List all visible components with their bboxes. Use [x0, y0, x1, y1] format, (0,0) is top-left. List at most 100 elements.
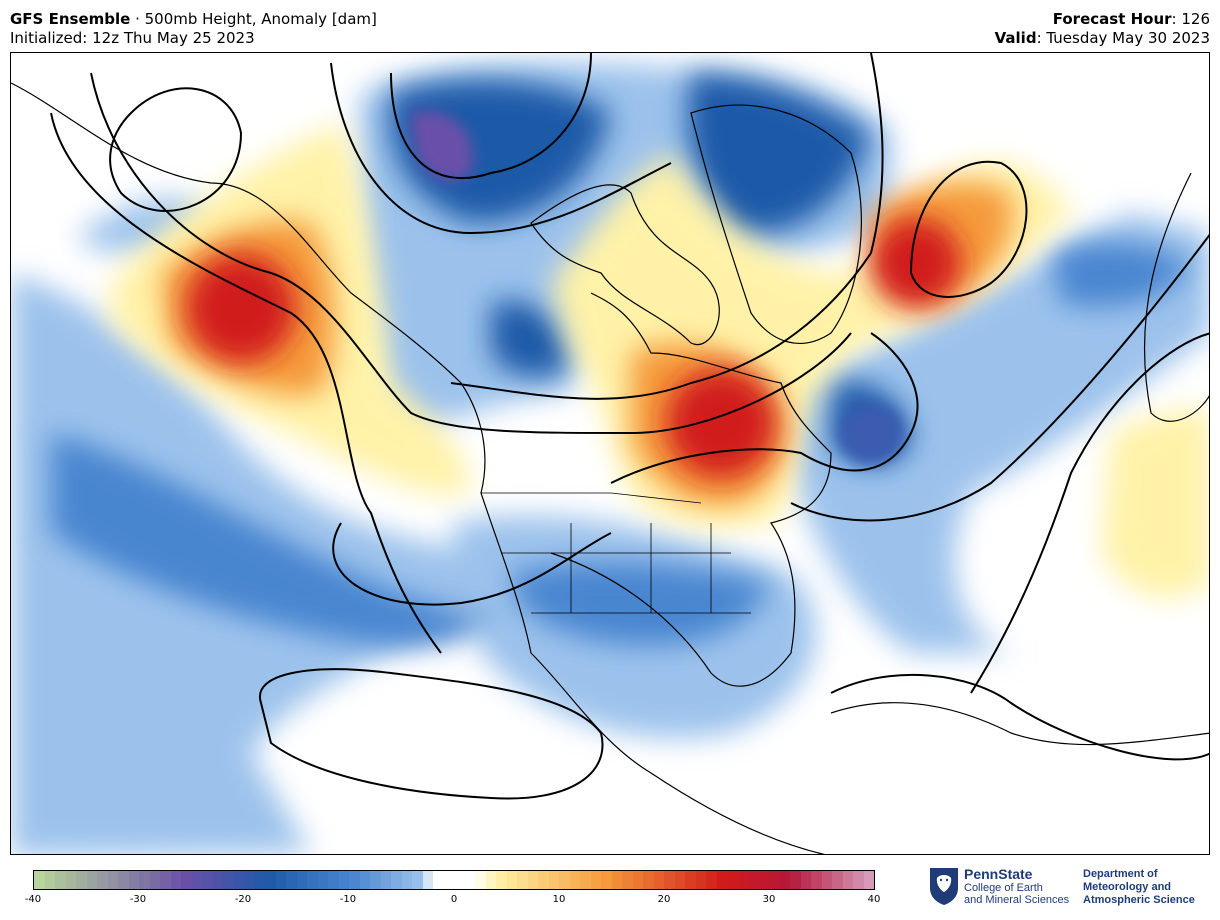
colorbar-swatch: [338, 871, 349, 889]
contour-arctic-2: [330, 62, 672, 235]
colorbar-swatch: [506, 871, 517, 889]
logo-college-line2: and Mineral Sciences: [964, 894, 1070, 906]
purple-core: [411, 111, 473, 181]
colorbar-swatch: [601, 871, 612, 889]
colorbar-swatch: [370, 871, 381, 889]
colorbar-swatch: [244, 871, 255, 889]
colorbar-swatch: [527, 871, 538, 889]
colorbar-swatch: [779, 871, 790, 889]
colorbar-swatch: [496, 871, 507, 889]
colorbar-swatch: [695, 871, 706, 889]
initialized-label: Initialized:: [10, 29, 88, 47]
product-name: 500mb Height, Anomaly [dam]: [144, 10, 377, 28]
colorbar-swatch: [422, 871, 433, 889]
colorbar-swatch: [674, 871, 685, 889]
colorbar-swatch: [349, 871, 360, 889]
colorbar-swatch: [97, 871, 108, 889]
north-american-interior-coast: [550, 292, 832, 687]
colorbar-swatch: [653, 871, 664, 889]
logo-college-line1: College of Earth: [964, 882, 1043, 894]
contour-west-2: [90, 72, 852, 435]
valid-line: Valid: Tuesday May 30 2023: [994, 29, 1210, 47]
valid-value: Tuesday May 30 2023: [1046, 29, 1210, 47]
colorbar-tick: 30: [762, 894, 776, 905]
state-borders: [481, 492, 751, 614]
colorbar-swatch: [307, 871, 318, 889]
colorbar-tick: 40: [867, 894, 881, 905]
colorbar-swatch: [65, 871, 76, 889]
colorbar-swatch: [433, 871, 444, 889]
colorbar-swatch: [611, 871, 622, 889]
colorbar-swatch: [559, 871, 570, 889]
colorbar-swatch: [34, 871, 45, 889]
colorbar-swatch: [832, 871, 843, 889]
colorbar-swatch: [391, 871, 402, 889]
forecast-hour-line: Forecast Hour: 126: [1052, 10, 1210, 28]
positive-anomaly-peak: [186, 218, 961, 478]
colorbar-swatch: [769, 871, 780, 889]
colorbar-tick: 0: [450, 894, 458, 905]
anomaly-map: [11, 53, 1209, 854]
colorbar-swatch: [548, 871, 559, 889]
colorbar-swatch: [664, 871, 675, 889]
colorbar-tick: 10: [552, 894, 566, 905]
colorbar-swatch: [76, 871, 87, 889]
colorbar-swatch: [380, 871, 391, 889]
colorbar-swatch: [44, 871, 55, 889]
anomaly-shading: [11, 62, 1209, 854]
colorbar-swatch: [727, 871, 738, 889]
colorbar-swatch: [254, 871, 265, 889]
colorbar-swatch: [191, 871, 202, 889]
colorbar-swatch: [160, 871, 171, 889]
colorbar-swatch: [800, 871, 811, 889]
contour-atlantic-1: [790, 233, 1209, 522]
colorbar-swatch: [443, 871, 454, 889]
contour-south-1: [332, 522, 612, 606]
logo-dept-line1: Department of: [1083, 868, 1158, 880]
pennstate-logo: PennState College of Earth and Mineral S…: [928, 864, 1213, 910]
colorbar-swatch: [223, 871, 234, 889]
colorbar-swatch: [863, 871, 874, 889]
colorbar-swatch: [149, 871, 160, 889]
colorbar-swatch: [485, 871, 496, 889]
colorbar-swatch: [170, 871, 181, 889]
colorbar-swatch: [853, 871, 864, 889]
colorbar-swatch: [821, 871, 832, 889]
colorbar-swatch: [716, 871, 727, 889]
colorbar-swatch: [748, 871, 759, 889]
colorbar-swatch: [86, 871, 97, 889]
model-name: GFS Ensemble: [10, 10, 131, 28]
contour-west-1: [50, 112, 442, 654]
contour-atlantic-2: [970, 332, 1209, 694]
colorbar-swatch: [55, 871, 66, 889]
colorbar-swatch: [643, 871, 654, 889]
colorbar-swatch: [590, 871, 601, 889]
map-panel: [10, 52, 1210, 855]
logo-dept-line3: Atmospheric Science: [1083, 894, 1195, 906]
colorbar-swatch: [737, 871, 748, 889]
colorbar-swatch: [233, 871, 244, 889]
forecast-hour-value: 126: [1181, 10, 1210, 28]
initialized-value: 12z Thu May 25 2023: [92, 29, 255, 47]
colorbar-swatch: [454, 871, 465, 889]
colorbar-swatch: [275, 871, 286, 889]
contour-subtropical: [830, 673, 1209, 761]
colorbar-swatch: [464, 871, 475, 889]
colorbar-tick: -10: [339, 894, 357, 905]
negative-anomaly-core: [51, 73, 1191, 647]
colorbar-swatch: [632, 871, 643, 889]
colorbar-tick: -20: [234, 894, 252, 905]
colorbar-swatch: [580, 871, 591, 889]
colorbar-swatch: [569, 871, 580, 889]
colorbar-swatch: [265, 871, 276, 889]
colorbar-swatch: [107, 871, 118, 889]
logo-brand: PennState: [964, 866, 1033, 882]
colorbar-swatch: [685, 871, 696, 889]
colorbar-swatch: [139, 871, 150, 889]
title-separator: ·: [130, 10, 145, 28]
nittany-lion-shield-icon: [930, 868, 958, 905]
colorbar: [33, 870, 875, 890]
colorbar-swatch: [359, 871, 370, 889]
initialized-line: Initialized: 12z Thu May 25 2023: [10, 29, 255, 47]
colorbar-swatch: [758, 871, 769, 889]
